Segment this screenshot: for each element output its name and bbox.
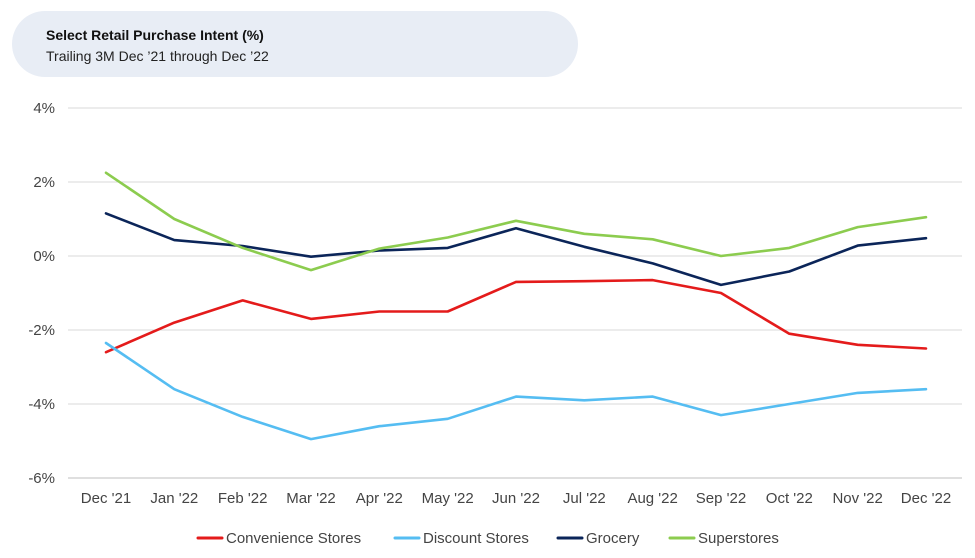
x-tick-label: Dec '22 (901, 490, 951, 507)
y-tick-label: -2% (28, 322, 55, 339)
series-line-grocery (104, 212, 928, 287)
y-tick-label: -4% (28, 396, 55, 413)
y-tick-label: -6% (28, 470, 55, 487)
legend-label-superstores: Superstores (698, 530, 779, 547)
x-tick-label: Sep '22 (696, 490, 746, 507)
x-tick-label: Aug '22 (627, 490, 677, 507)
x-tick-label: Dec '21 (81, 490, 131, 507)
legend-label-convenience-stores: Convenience Stores (226, 530, 361, 547)
y-tick-label: 0% (33, 248, 55, 265)
chart-subtitle: Trailing 3M Dec ’21 through Dec ’22 (46, 48, 269, 64)
legend-label-grocery: Grocery (586, 530, 640, 547)
x-tick-label: Mar '22 (286, 490, 336, 507)
legend-label-discount-stores: Discount Stores (423, 530, 529, 547)
chart-title-box: Select Retail Purchase Intent (%) Traili… (12, 11, 578, 77)
x-tick-label: Oct '22 (766, 490, 813, 507)
series-line-convenience-stores (104, 278, 928, 354)
chart-title: Select Retail Purchase Intent (%) (46, 27, 264, 43)
y-tick-label: 2% (33, 174, 55, 191)
x-tick-label: Apr '22 (356, 490, 403, 507)
y-tick-label: 4% (33, 100, 55, 117)
series-line-discount-stores (104, 341, 928, 441)
x-tick-label: Jul '22 (563, 490, 606, 507)
x-tick-label: May '22 (422, 490, 474, 507)
x-tick-label: Feb '22 (218, 490, 268, 507)
x-tick-label: Jan '22 (150, 490, 198, 507)
x-tick-label: Jun '22 (492, 490, 540, 507)
x-tick-label: Nov '22 (832, 490, 882, 507)
series-line-superstores (104, 171, 928, 272)
